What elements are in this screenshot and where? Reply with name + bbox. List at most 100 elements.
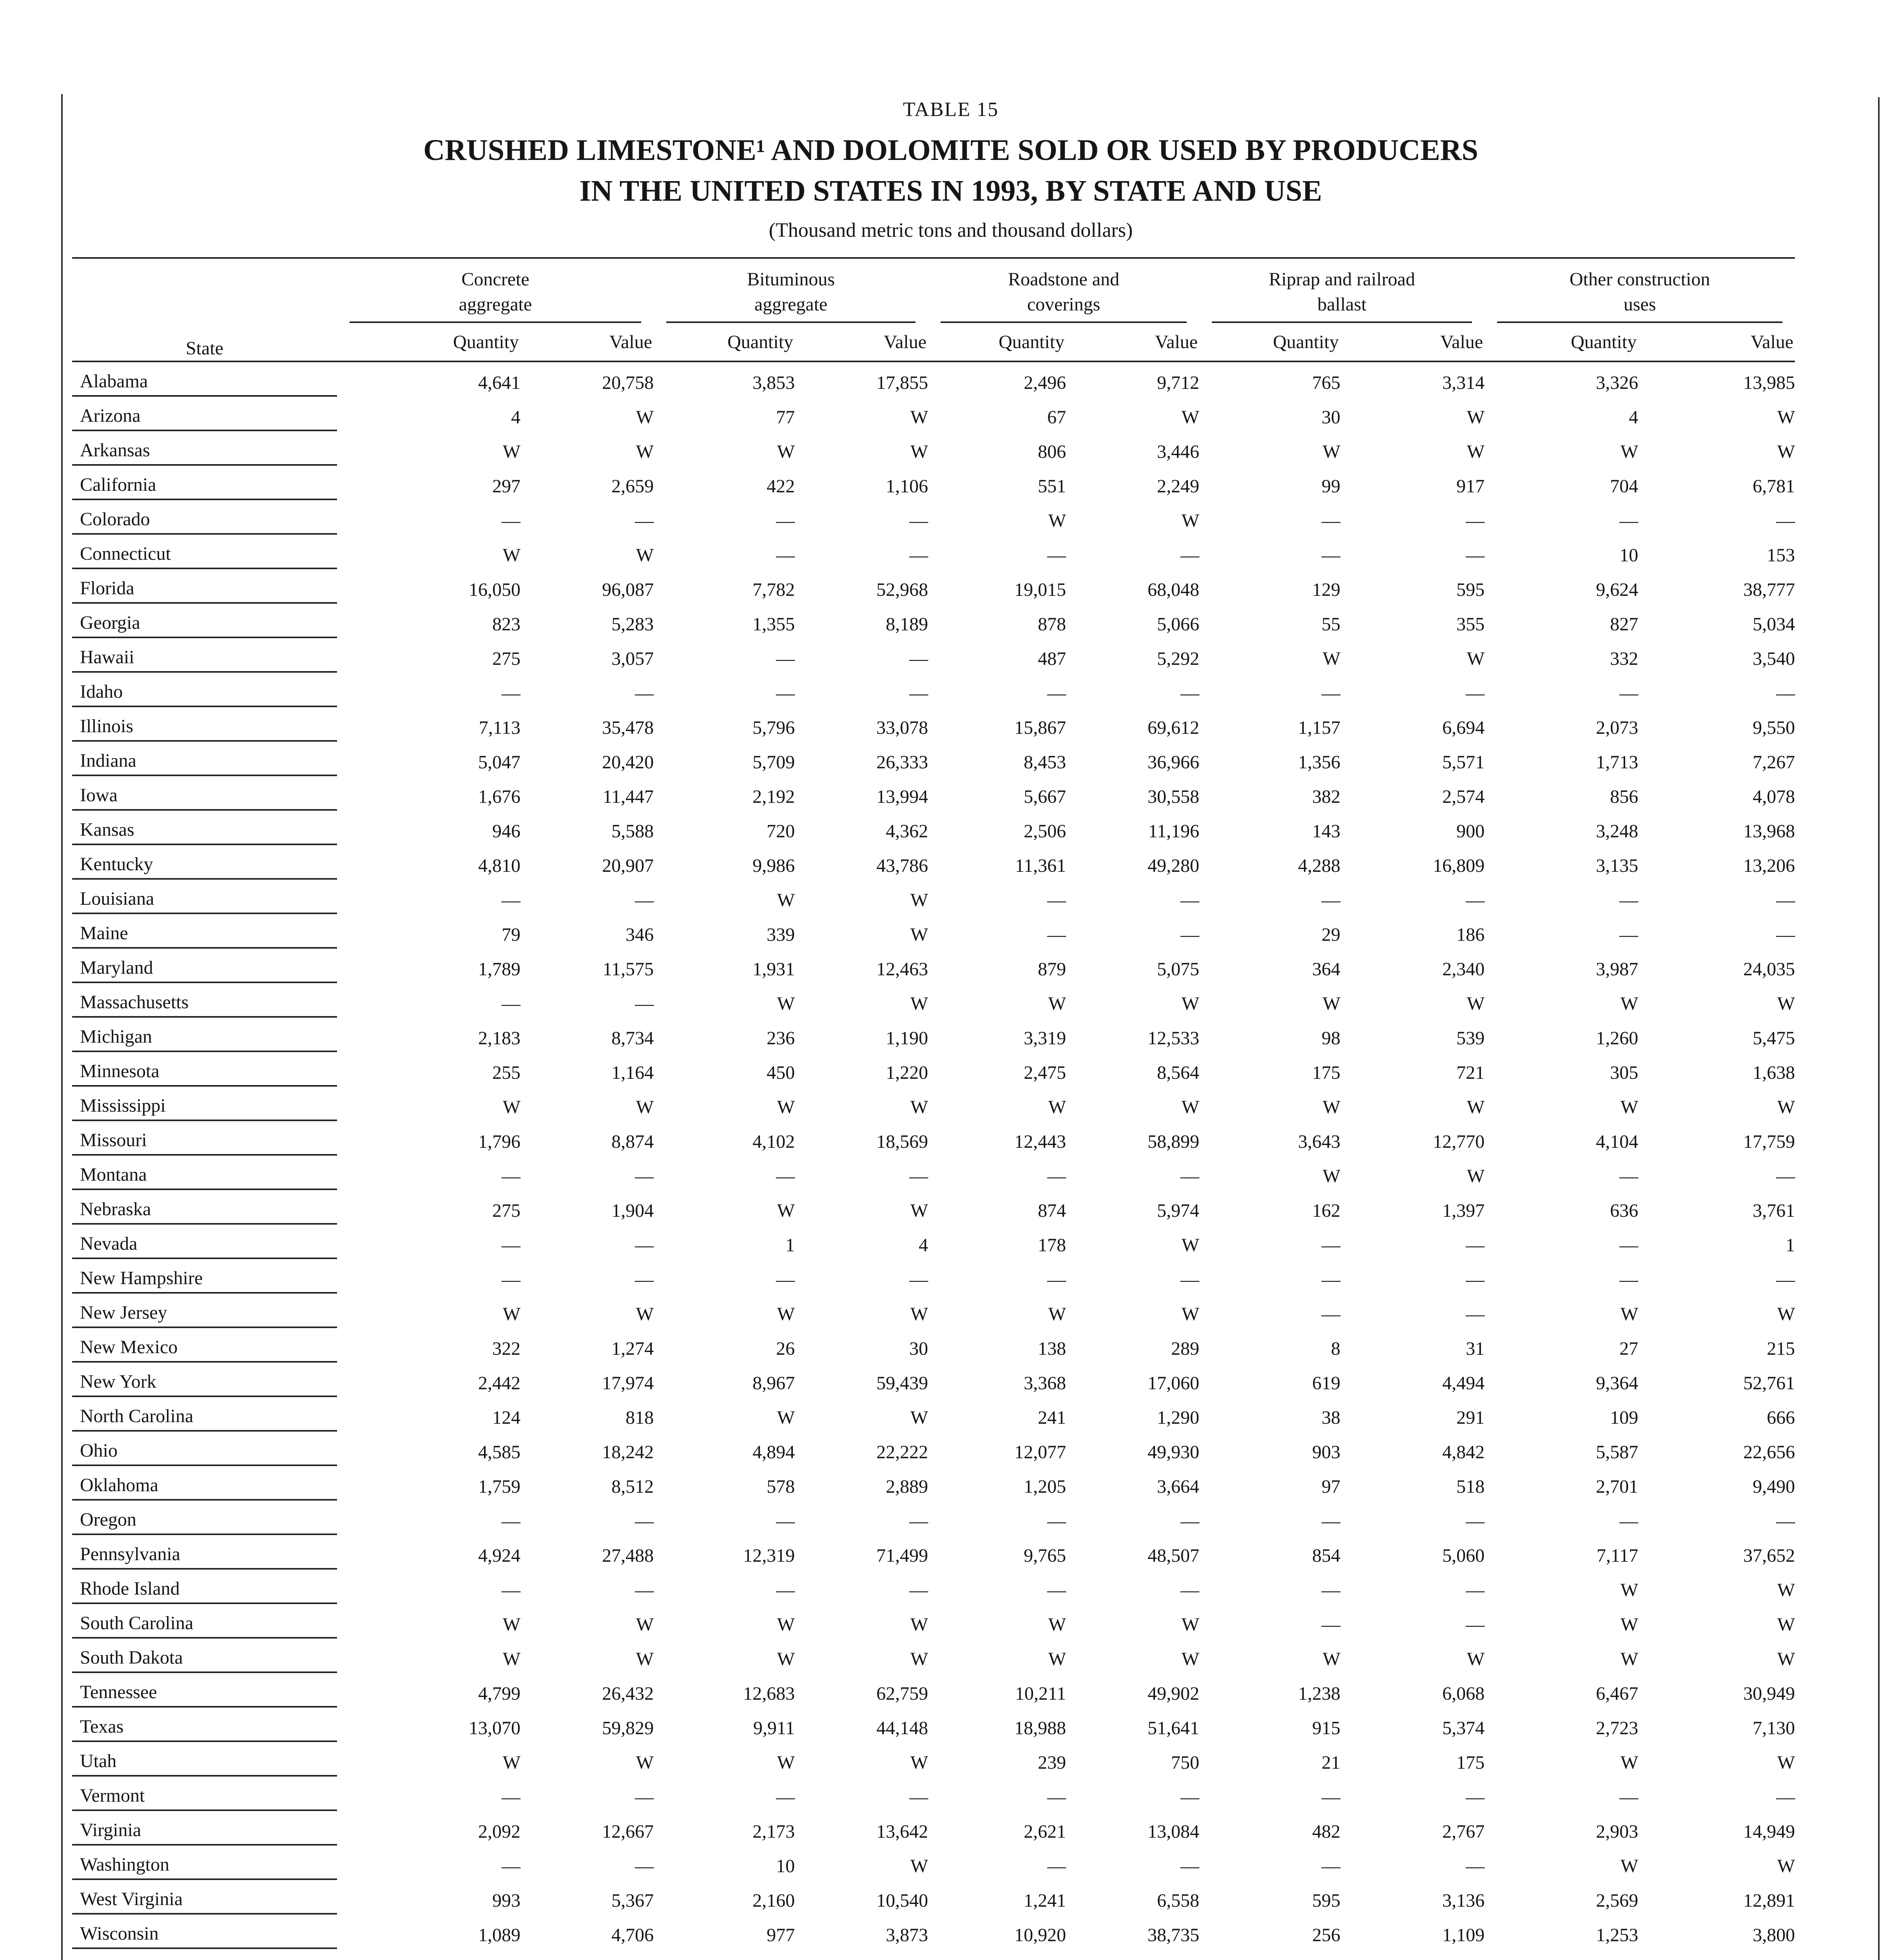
table-row: Maryland 1,789 11,575 1,931 12,463 879 5,075 36… (72, 948, 1795, 984)
value-cell: W (1620, 1613, 1639, 1635)
value-cell: W (910, 1613, 928, 1635)
state-label: Vermont (72, 1776, 337, 1812)
value-cell: W (777, 1613, 795, 1635)
value-cell: — (1322, 1303, 1341, 1325)
value-cell: 77 (776, 406, 795, 428)
value-cell: 69,612 (1148, 716, 1200, 739)
value-cell: — (1047, 923, 1066, 946)
value-cell: 878 (1038, 613, 1066, 635)
value-cell: 3,540 (1753, 647, 1795, 670)
value-cell: 143 (1312, 820, 1341, 842)
value-cell: 1,205 (1024, 1475, 1066, 1497)
value-cell: 4,494 (1442, 1372, 1485, 1394)
value-cell: W (1467, 406, 1485, 428)
value-cell: — (776, 682, 795, 704)
value-cell: 332 (1610, 647, 1639, 670)
value-cell: — (1322, 1234, 1341, 1256)
group-label-line: aggregate (754, 293, 828, 315)
value-cell: — (1322, 544, 1341, 566)
value-cell: 1,274 (611, 1337, 654, 1359)
table-row: West Virginia 993 5,367 2,160 10,540 1,241 6,5… (72, 1880, 1795, 1915)
value-cell: 10,540 (876, 1889, 928, 1911)
value-cell: — (1047, 1165, 1066, 1187)
value-cell: — (1322, 1268, 1341, 1290)
value-cell: 3,135 (1596, 854, 1639, 877)
value-cell: — (1619, 1786, 1639, 1808)
value-cell: 4,102 (752, 1130, 795, 1152)
value-cell: 2,621 (1024, 1820, 1066, 1842)
value-cell: 12,891 (1743, 1889, 1795, 1911)
value-cell: 382 (1312, 785, 1341, 808)
value-cell: 3,761 (1753, 1199, 1795, 1221)
value-cell: 38,777 (1743, 578, 1795, 601)
value-cell: 13,985 (1743, 371, 1795, 394)
table-row: Pennsylvania 4,924 27,488 12,319 71,499 9,765… (72, 1535, 1795, 1570)
value-cell: 305 (1610, 1061, 1639, 1083)
state-label: Arkansas (72, 431, 337, 466)
value-cell: 7,130 (1753, 1717, 1795, 1739)
value-cell: — (1776, 1268, 1795, 1290)
value-cell: 6,694 (1442, 716, 1485, 739)
state-label: New York (72, 1362, 337, 1398)
value-cell: 518 (1456, 1475, 1485, 1497)
table-body: Alabama 4,641 20,758 3,853 17,855 2,496 9,712 7… (72, 362, 1795, 1960)
value-cell: W (1620, 1751, 1639, 1773)
value-cell: W (910, 1751, 928, 1773)
value-cell: 255 (492, 1061, 520, 1083)
value-cell: 4 (919, 1234, 928, 1256)
value-cell: W (1181, 1096, 1200, 1118)
value-cell: W (1048, 1613, 1066, 1635)
value-cell: 12,770 (1433, 1130, 1485, 1152)
value-cell: 35,478 (602, 716, 654, 739)
table-header: State Concrete aggregate Bituminous aggreg… (72, 258, 1795, 362)
value-cell: 1,796 (478, 1130, 520, 1152)
value-cell: 5,367 (611, 1889, 654, 1911)
state-label: South Carolina (72, 1604, 337, 1639)
value-cell: 322 (492, 1337, 520, 1359)
value-cell: 14,949 (1743, 1820, 1795, 1842)
value-cell: 10,920 (1014, 1924, 1066, 1946)
value-cell: W (1620, 1303, 1639, 1325)
value-cell: 275 (492, 1199, 520, 1221)
value-cell: — (1047, 544, 1066, 566)
value-cell: — (635, 1268, 654, 1290)
value-cell: 12,533 (1148, 1027, 1200, 1049)
value-cell: 3,664 (1157, 1475, 1200, 1497)
value-cell: 5,066 (1157, 613, 1200, 635)
value-cell: 49,930 (1148, 1441, 1200, 1463)
value-cell: 26,333 (876, 751, 928, 773)
value-cell: 4 (511, 406, 520, 428)
value-cell: 9,911 (753, 1717, 795, 1739)
value-cell: 2,160 (752, 1889, 795, 1911)
state-label: Maine (72, 914, 337, 949)
value-cell: W (1322, 1165, 1341, 1187)
value-cell: — (909, 1786, 928, 1808)
table-row: Tennessee 4,799 26,432 12,683 62,759 10,211 49… (72, 1673, 1795, 1708)
value-cell: — (1322, 682, 1341, 704)
value-cell: — (1180, 1579, 1200, 1601)
value-cell: — (502, 682, 520, 704)
value-cell: 71,499 (876, 1544, 928, 1566)
value-cell: 6,558 (1157, 1889, 1200, 1911)
value-cell: — (1180, 544, 1200, 566)
value-cell: W (1467, 647, 1485, 670)
value-cell: 595 (1312, 1889, 1341, 1911)
table-row: Vermont — — — — — — — — — — (72, 1776, 1795, 1812)
state-label: Rhode Island (72, 1569, 337, 1605)
value-cell: 874 (1038, 1199, 1066, 1221)
table-row: Rhode Island — — — — — — — — W W (72, 1569, 1795, 1605)
state-label: South Dakota (72, 1638, 337, 1674)
value-cell: W (1620, 440, 1639, 463)
table-row: Florida 16,050 96,087 7,782 52,968 19,015 68,0… (72, 569, 1795, 604)
value-cell: — (1619, 1510, 1639, 1532)
value-cell: 11,575 (602, 958, 654, 980)
value-cell: — (1322, 1579, 1341, 1601)
value-cell: W (1467, 440, 1485, 463)
value-cell: 3,643 (1298, 1130, 1341, 1152)
value-cell: 5,060 (1442, 1544, 1485, 1566)
value-cell: W (1620, 992, 1639, 1014)
value-cell: W (1467, 992, 1485, 1014)
value-cell: 2,569 (1596, 1889, 1639, 1911)
value-cell: W (1638, 1949, 1795, 1960)
